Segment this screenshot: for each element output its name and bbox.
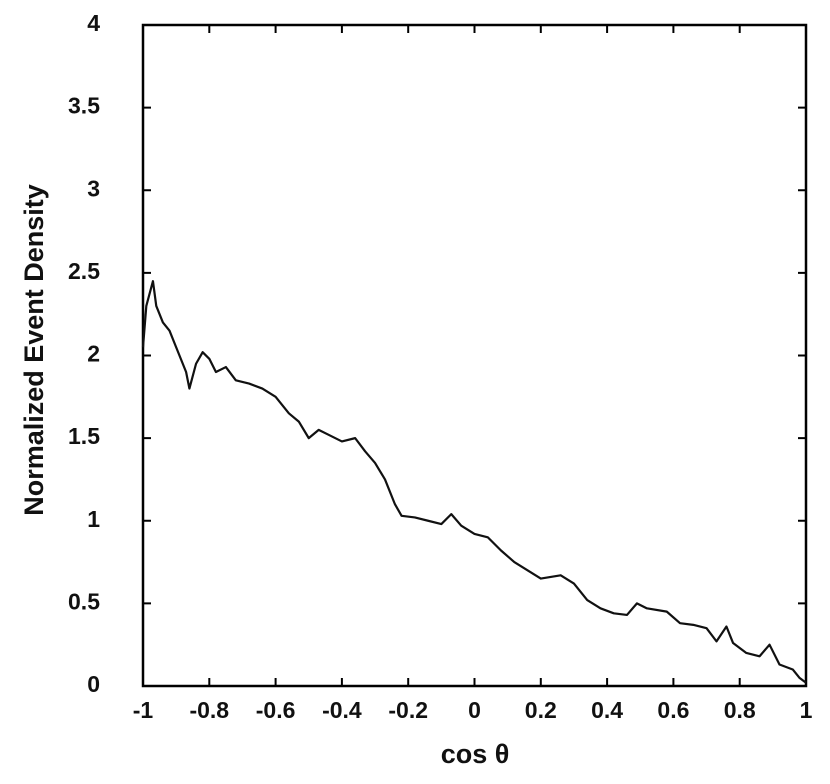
y-axis-title: Normalized Event Density (19, 184, 49, 516)
x-axis-title: cos θ (441, 739, 510, 769)
x-tick-label: -0.6 (256, 697, 296, 723)
plot-frame (141, 23, 808, 688)
x-tick-label: 0.4 (591, 697, 623, 723)
y-tick-label: 3 (87, 175, 100, 201)
y-tick-label: 2 (87, 341, 100, 367)
y-tick-label: 3.5 (68, 93, 100, 119)
y-tick-label: 0 (87, 671, 100, 697)
y-tick-label: 1.5 (68, 423, 100, 449)
x-tick-label: -0.2 (388, 697, 428, 723)
x-tick-label: -0.8 (189, 697, 229, 723)
x-tick-label: 1 (800, 697, 813, 723)
y-tick-label: 4 (87, 10, 100, 36)
x-tick-label: 0.6 (657, 697, 689, 723)
x-tick-label: 0.8 (724, 697, 756, 723)
data-line (141, 280, 807, 684)
x-tick-label: 0 (468, 697, 481, 723)
x-tick-label: -0.4 (322, 697, 362, 723)
y-tick-label: 1 (87, 506, 100, 532)
x-tick-label: -1 (133, 697, 154, 723)
y-tick-label: 2.5 (68, 258, 100, 284)
x-tick-label: 0.2 (525, 697, 557, 723)
y-tick-label: 0.5 (68, 588, 100, 614)
